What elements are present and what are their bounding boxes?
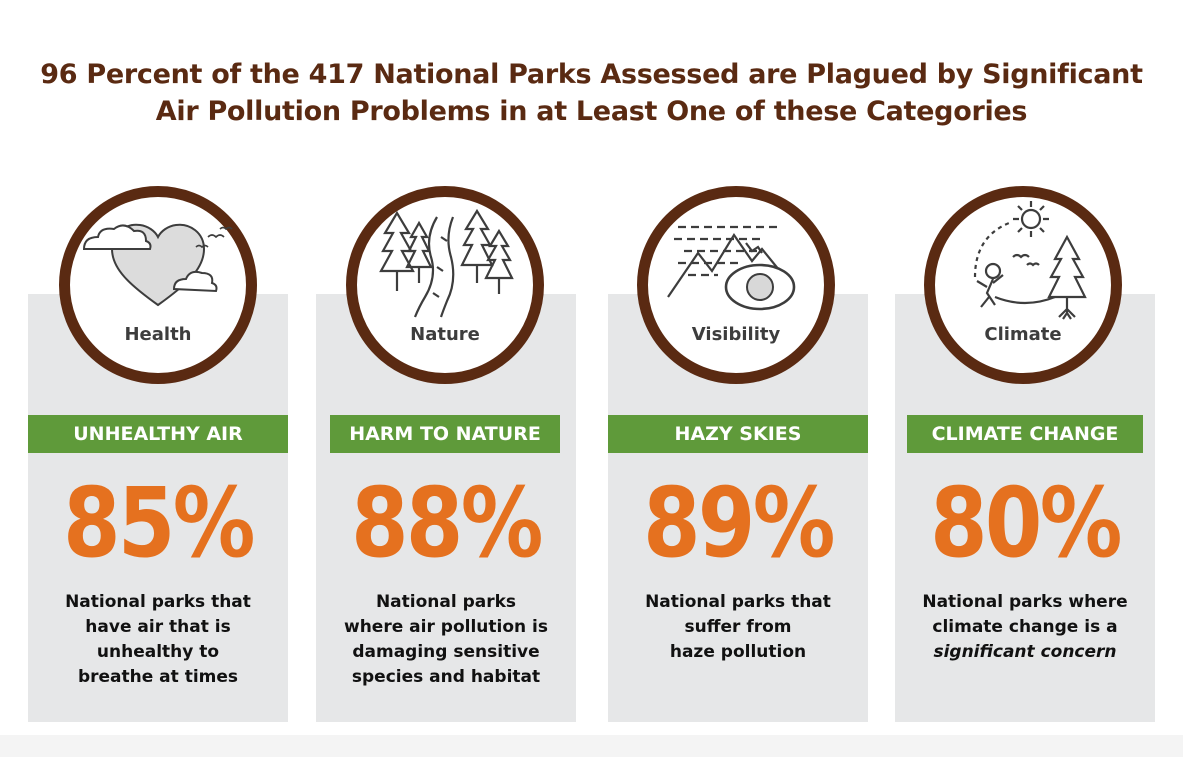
ring-label-nature: Nature [410,324,480,345]
desc-line: climate change is a [932,617,1118,637]
nature-icon-ring: Nature [346,186,544,384]
desc-line: National parks that [645,592,831,612]
sun-tree-person-icon [973,201,1087,320]
desc-line: National parks that [65,592,251,612]
desc-line: damaging sensitive [352,642,540,662]
page-title: 96 Percent of the 417 National Parks Ass… [0,56,1183,130]
trees-river-icon [379,208,514,318]
desc-line: species and habitat [351,667,541,687]
desc-line: haze pollution [669,642,807,662]
category-bar-climate-change: CLIMATE CHANGE [907,415,1143,453]
category-bar-harm-to-nature: HARM TO NATURE [330,415,560,453]
category-bar-hazy-skies: HAZY SKIES [608,415,868,453]
bottom-shade [0,735,1183,757]
description-climate-change: National parks where climate change is a… [895,590,1155,665]
category-bar-unhealthy-air: UNHEALTHY AIR [28,415,288,453]
desc-line: have air that is [85,617,231,637]
desc-line: National parks [375,592,517,612]
desc-line: National parks where [922,592,1128,612]
desc-line: where air pollution is [344,617,548,637]
percent-harm-to-nature: 88% [351,467,543,579]
description-unhealthy-air: National parks that have air that is unh… [28,590,288,690]
desc-line: breathe at times [77,667,239,687]
ring-label-visibility: Visibility [691,324,781,345]
percent-hazy-skies: 89% [643,467,835,579]
desc-line-emphasis: significant concern [933,642,1117,662]
description-hazy-skies: National parks that suffer from haze pol… [608,590,868,665]
title-line-2: Air Pollution Problems in at Least One o… [155,96,1028,127]
ring-label-climate: Climate [984,324,1062,345]
percent-unhealthy-air: 85% [63,467,255,579]
climate-icon-ring: Climate [924,186,1122,384]
description-harm-to-nature: National parks where air pollution is da… [316,590,576,690]
health-icon-ring: Health [59,186,257,384]
ring-label-health: Health [124,324,192,345]
desc-line: suffer from [684,617,792,637]
visibility-icon-ring: Visibility [637,186,835,384]
mountains-eye-icon [667,225,796,311]
heart-clouds-icon [82,223,233,307]
percent-climate-change: 80% [930,467,1122,579]
title-line-1: 96 Percent of the 417 National Parks Ass… [40,59,1143,90]
desc-line: unhealthy to [96,642,220,662]
